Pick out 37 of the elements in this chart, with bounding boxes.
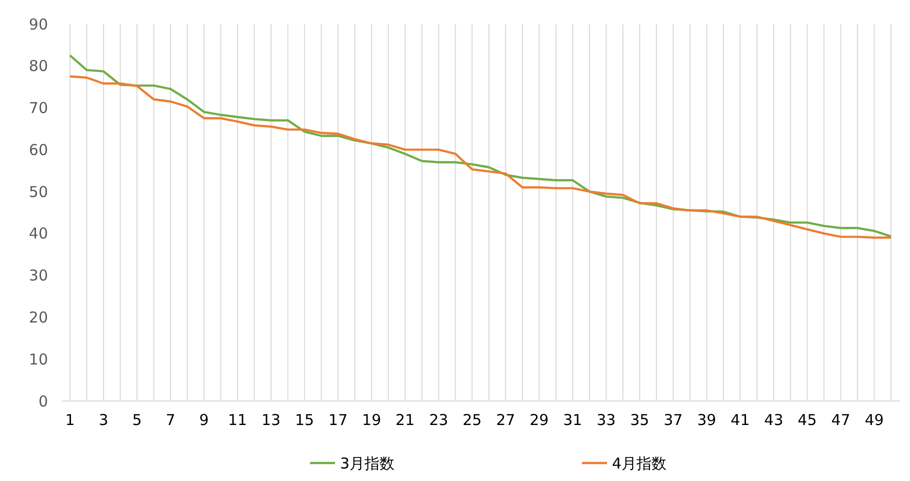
y-tick-label: 70 — [28, 99, 48, 118]
x-tick-label: 9 — [199, 411, 209, 429]
x-tick-label: 47 — [831, 411, 850, 429]
x-tick-label: 1 — [65, 411, 75, 429]
x-tick-label: 25 — [462, 411, 482, 429]
y-tick-label: 10 — [28, 350, 48, 368]
y-tick-label: 80 — [28, 57, 48, 76]
y-tick-label: 40 — [28, 224, 48, 243]
y-tick-label: 0 — [38, 392, 48, 410]
x-tick-label: 43 — [764, 411, 784, 429]
x-tick-label: 3 — [98, 411, 108, 429]
x-tick-label: 13 — [262, 411, 281, 429]
x-tick-label: 21 — [396, 411, 415, 429]
x-tick-label: 33 — [596, 411, 616, 429]
x-tick-label: 31 — [563, 411, 582, 429]
x-tick-label: 17 — [328, 411, 348, 429]
y-tick-label: 20 — [28, 308, 48, 326]
x-tick-label: 5 — [132, 411, 142, 429]
x-tick-label: 37 — [664, 411, 683, 429]
x-tick-label: 19 — [362, 411, 382, 429]
legend-label: 3月指数 — [340, 454, 395, 472]
y-tick-label: 60 — [28, 140, 48, 159]
y-tick-label: 30 — [28, 266, 48, 285]
x-tick-label: 7 — [166, 411, 176, 429]
x-tick-label: 45 — [798, 411, 817, 429]
x-tick-label: 35 — [630, 411, 650, 429]
legend-label: 4月指数 — [612, 454, 667, 472]
y-tick-label: 90 — [28, 15, 48, 34]
x-tick-label: 49 — [864, 411, 884, 429]
x-tick-label: 15 — [295, 411, 314, 429]
x-tick-label: 41 — [730, 411, 750, 429]
x-tick-label: 23 — [429, 411, 448, 429]
x-tick-label: 11 — [228, 411, 248, 429]
x-tick-label: 27 — [496, 411, 516, 429]
x-tick-label: 39 — [697, 411, 716, 429]
y-tick-label: 50 — [28, 182, 48, 201]
x-tick-label: 29 — [530, 411, 549, 429]
